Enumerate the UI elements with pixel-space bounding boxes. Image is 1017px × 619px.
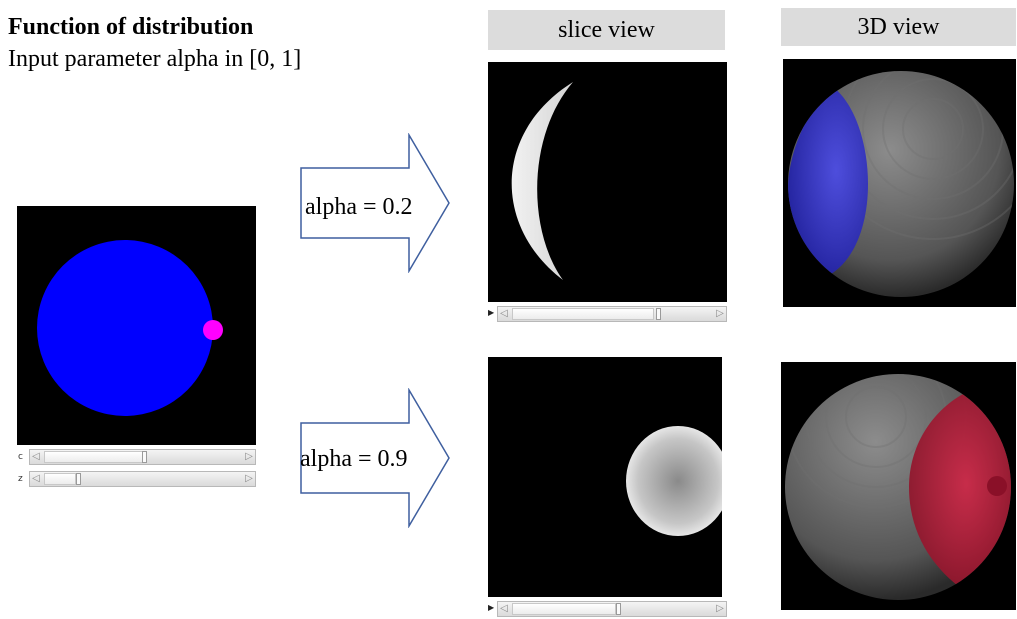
viewer-edge — [722, 357, 727, 597]
slice-view-1[interactable] — [488, 62, 727, 302]
slice-crescent-image — [511, 82, 573, 280]
slice-slider-1[interactable]: ◁ ▷ — [497, 306, 727, 322]
input-sphere-image — [37, 240, 223, 416]
slider-right-arrow-icon[interactable]: ▷ — [245, 451, 253, 462]
slider-thumb[interactable] — [656, 308, 661, 320]
arrow-label-alpha-1: alpha = 0.2 — [305, 194, 413, 220]
slice-view-header: slice view — [488, 10, 725, 50]
slider-left-arrow-icon[interactable]: ◁ — [32, 473, 40, 484]
slice-view-2[interactable] — [488, 357, 727, 597]
page-title: Function of distribution — [8, 14, 254, 40]
source-marker-3d — [987, 476, 1007, 496]
3d-sphere-image-2 — [785, 374, 1011, 600]
slider-right-arrow-icon[interactable]: ▷ — [716, 308, 724, 319]
play-icon[interactable]: ▶ — [488, 308, 495, 317]
3d-view-header: 3D view — [781, 8, 1016, 46]
slider-thumb[interactable] — [616, 603, 621, 615]
input-viewer[interactable] — [17, 206, 256, 445]
slider-z[interactable]: ◁ ▷ — [29, 471, 256, 487]
slider-track-fill — [512, 603, 616, 615]
slider-right-arrow-icon[interactable]: ▷ — [716, 603, 724, 614]
slider-thumb[interactable] — [142, 451, 147, 463]
slider-thumb[interactable] — [76, 473, 81, 485]
3d-sphere-image-1 — [788, 71, 1014, 297]
slider-right-arrow-icon[interactable]: ▷ — [245, 473, 253, 484]
slice-slider-2[interactable]: ◁ ▷ — [497, 601, 727, 617]
3d-view-2[interactable] — [781, 362, 1016, 610]
slice-disc — [626, 426, 724, 536]
page-subtitle: Input parameter alpha in [0, 1] — [8, 46, 302, 72]
slider-left-arrow-icon[interactable]: ◁ — [32, 451, 40, 462]
slider-left-arrow-icon[interactable]: ◁ — [500, 603, 508, 614]
right-arrow-icon — [300, 133, 450, 273]
slider-left-arrow-icon[interactable]: ◁ — [500, 308, 508, 319]
distribution-sphere — [37, 240, 213, 416]
red-cap — [909, 394, 1011, 594]
slice-disc-image — [626, 357, 727, 597]
play-icon[interactable]: ▶ — [488, 603, 495, 612]
slider-c-label: c — [18, 452, 23, 462]
slider-track-fill — [44, 451, 144, 463]
slider-z-label: z — [18, 474, 23, 484]
blue-cap — [788, 87, 868, 274]
slice-crescent — [511, 82, 573, 280]
slider-track-fill — [44, 473, 76, 485]
3d-view-1[interactable] — [783, 59, 1016, 307]
arrow-label-alpha-2: alpha = 0.9 — [300, 446, 408, 472]
slider-track-fill — [512, 308, 654, 320]
right-arrow-icon — [300, 388, 450, 528]
source-marker — [203, 320, 223, 340]
slider-c[interactable]: ◁ ▷ — [29, 449, 256, 465]
